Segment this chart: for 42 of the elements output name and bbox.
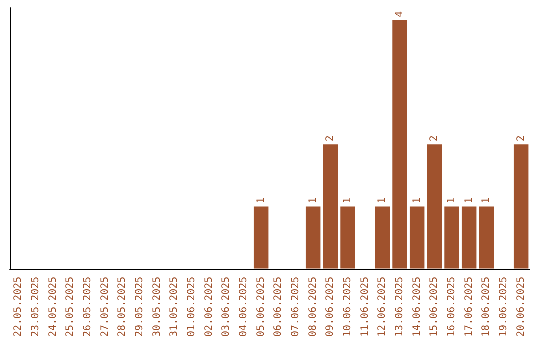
x-tick-label: 29.05.2025 xyxy=(134,276,146,338)
x-tick-label: 06.06.2025 xyxy=(273,276,284,338)
data-label: 4 xyxy=(394,11,406,18)
x-tick-label: 10.06.2025 xyxy=(342,276,354,338)
x-tick-label: 08.06.2025 xyxy=(308,276,319,338)
x-tick-label: 17.06.2025 xyxy=(464,276,475,338)
x-tick-label: 05.06.2025 xyxy=(256,276,267,338)
x-tick-label: 01.06.2025 xyxy=(186,276,198,338)
x-tick-label: 30.05.2025 xyxy=(152,276,163,338)
x-tick-label: 22.05.2025 xyxy=(13,276,24,338)
data-label: 1 xyxy=(377,198,388,204)
x-tick-label: 18.06.2025 xyxy=(481,276,492,338)
x-tick-label: 09.06.2025 xyxy=(325,276,336,338)
x-tick-label: 15.06.2025 xyxy=(429,276,440,338)
data-label: 1 xyxy=(446,198,458,204)
data-label: 1 xyxy=(342,198,354,204)
data-label: 2 xyxy=(516,136,527,142)
x-tick-label: 28.05.2025 xyxy=(117,276,128,338)
x-tick-label: 02.06.2025 xyxy=(204,276,215,338)
x-tick-label: 16.06.2025 xyxy=(446,276,458,338)
x-tick-label: 27.05.2025 xyxy=(100,276,111,338)
data-label: 2 xyxy=(429,136,440,142)
data-label: 1 xyxy=(464,198,475,204)
x-tick-label: 31.05.2025 xyxy=(169,276,180,338)
x-tick-label: 19.06.2025 xyxy=(498,276,510,338)
x-tick-label: 23.05.2025 xyxy=(30,276,42,338)
x-tick-label: 25.05.2025 xyxy=(65,276,76,338)
x-tick-label: 07.06.2025 xyxy=(290,276,302,338)
data-label: 2 xyxy=(325,136,336,142)
x-tick-label: 24.05.2025 xyxy=(48,276,59,338)
x-tick-label: 03.06.2025 xyxy=(221,276,232,338)
x-tick-label: 12.06.2025 xyxy=(377,276,388,338)
x-tick-label: 04.06.2025 xyxy=(238,276,250,338)
data-label: 1 xyxy=(412,198,423,204)
x-tick-label: 20.06.2025 xyxy=(516,276,527,338)
x-tick-label: 11.06.2025 xyxy=(360,276,371,338)
x-tick-label: 13.06.2025 xyxy=(394,276,406,338)
data-label: 1 xyxy=(481,198,492,204)
x-tick-label: 26.05.2025 xyxy=(82,276,94,338)
data-label: 1 xyxy=(308,198,319,204)
x-tick-label: 14.06.2025 xyxy=(412,276,423,338)
data-label: 1 xyxy=(256,198,267,204)
